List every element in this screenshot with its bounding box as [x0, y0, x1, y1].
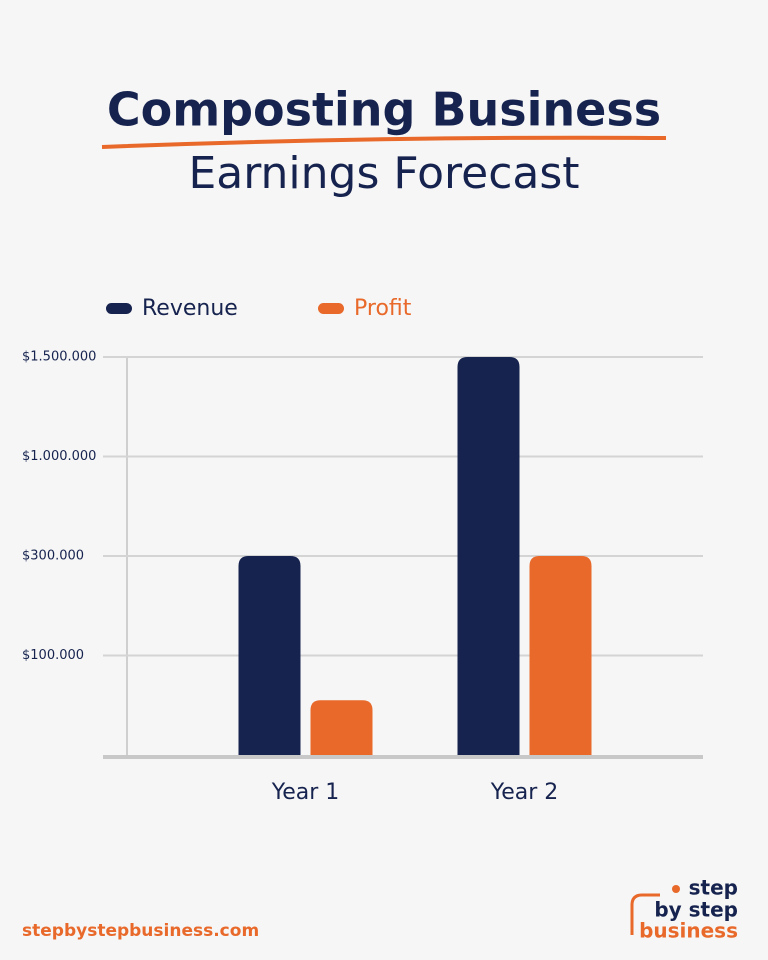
legend-swatch: [106, 303, 132, 314]
chart-title: Composting Business: [107, 83, 661, 137]
y-tick-label: $1.500.000: [22, 350, 96, 365]
x-tick-label: Year 2: [490, 780, 559, 805]
legend-label: Revenue: [142, 296, 238, 321]
y-tick-label: $300.000: [22, 549, 84, 564]
logo-dot: [672, 885, 680, 893]
y-tick-label: $1.000.000: [22, 449, 96, 464]
legend-label: Profit: [354, 296, 412, 321]
footer-website: stepbystepbusiness.com: [22, 921, 259, 941]
bar: [238, 556, 301, 755]
bar: [310, 700, 373, 755]
chart-subtitle: Earnings Forecast: [188, 148, 579, 199]
logo-text: step: [689, 876, 738, 900]
title-underline: [101, 135, 667, 149]
y-tick-label: $100.000: [22, 648, 84, 663]
logo-mark: [630, 893, 660, 935]
logo-text: by step: [654, 898, 738, 922]
x-tick-label: Year 1: [271, 780, 340, 805]
bar: [457, 357, 520, 755]
legend-swatch: [318, 303, 344, 314]
bar: [529, 556, 592, 755]
logo-text: business: [639, 919, 738, 943]
